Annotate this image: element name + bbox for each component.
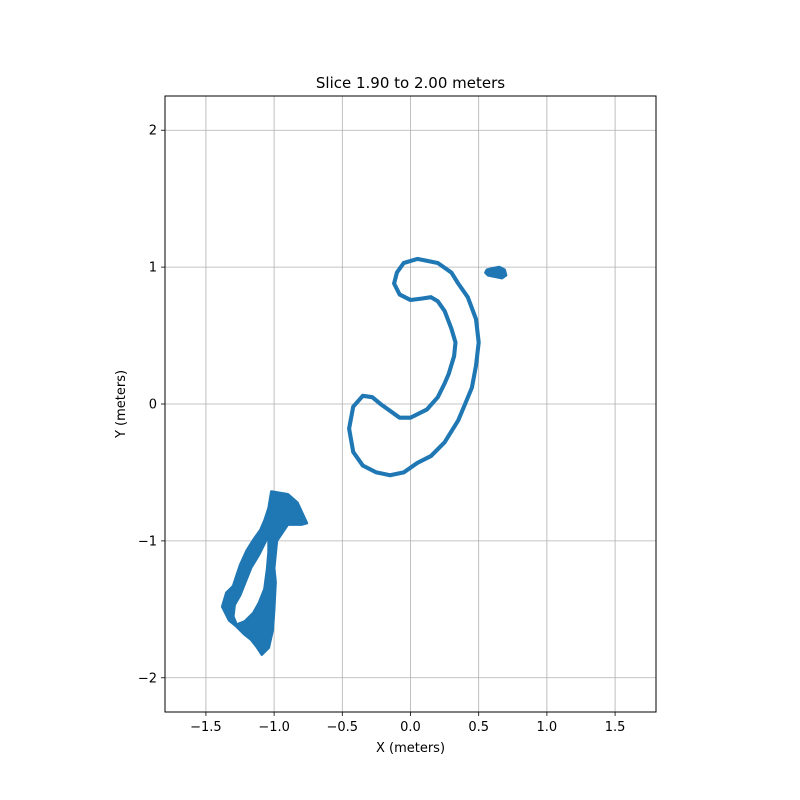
point-cluster-1 [347,256,481,478]
x-tick-label: 1.5 [605,720,626,735]
y-tick-label: −2 [138,671,157,686]
axis-ticks: −1.5 −1.0 −0.5 0.0 0.5 1.0 1.5 −2 −1 0 1 2 [138,124,626,735]
x-axis-label: X (meters) [376,741,445,756]
point-cluster-2 [484,265,508,280]
data-points [220,256,508,656]
y-axis-label: Y (meters) [114,370,129,439]
y-tick-label: 1 [149,261,157,276]
x-tick-label: −1.5 [190,720,222,735]
chart-title: Slice 1.90 to 2.00 meters [316,74,505,92]
x-tick-label: 0.5 [468,720,489,735]
y-tick-label: −1 [138,534,157,549]
y-tick-label: 2 [149,124,157,139]
point-cluster-4 [234,540,268,623]
x-tick-label: 1.0 [537,720,558,735]
y-tick-label: 0 [149,398,157,413]
x-tick-label: 0.0 [400,720,421,735]
grid-lines [165,96,656,712]
x-tick-label: −1.0 [258,720,290,735]
x-tick-label: −0.5 [327,720,359,735]
